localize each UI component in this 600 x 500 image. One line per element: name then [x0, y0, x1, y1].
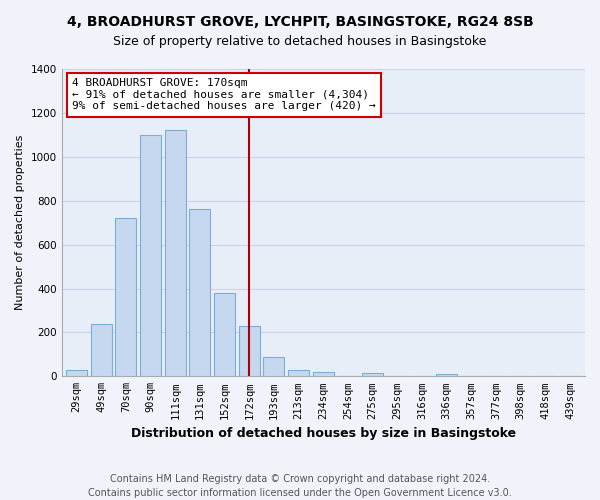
Text: 4 BROADHURST GROVE: 170sqm
← 91% of detached houses are smaller (4,304)
9% of se: 4 BROADHURST GROVE: 170sqm ← 91% of deta… [72, 78, 376, 112]
Bar [165, 130, 186, 376]
Bar [288, 370, 309, 376]
Bar [239, 326, 260, 376]
Text: 4, BROADHURST GROVE, LYCHPIT, BASINGSTOKE, RG24 8SB: 4, BROADHURST GROVE, LYCHPIT, BASINGSTOK… [67, 15, 533, 29]
Bar [362, 373, 383, 376]
Bar [436, 374, 457, 376]
Bar [140, 135, 161, 376]
Bar [115, 218, 136, 376]
Text: Contains HM Land Registry data © Crown copyright and database right 2024.
Contai: Contains HM Land Registry data © Crown c… [88, 474, 512, 498]
Bar [313, 372, 334, 376]
Y-axis label: Number of detached properties: Number of detached properties [15, 135, 25, 310]
Bar [190, 210, 211, 376]
Bar [214, 293, 235, 376]
X-axis label: Distribution of detached houses by size in Basingstoke: Distribution of detached houses by size … [131, 427, 516, 440]
Text: Size of property relative to detached houses in Basingstoke: Size of property relative to detached ho… [113, 35, 487, 48]
Bar [263, 356, 284, 376]
Bar [66, 370, 87, 376]
Bar [91, 324, 112, 376]
